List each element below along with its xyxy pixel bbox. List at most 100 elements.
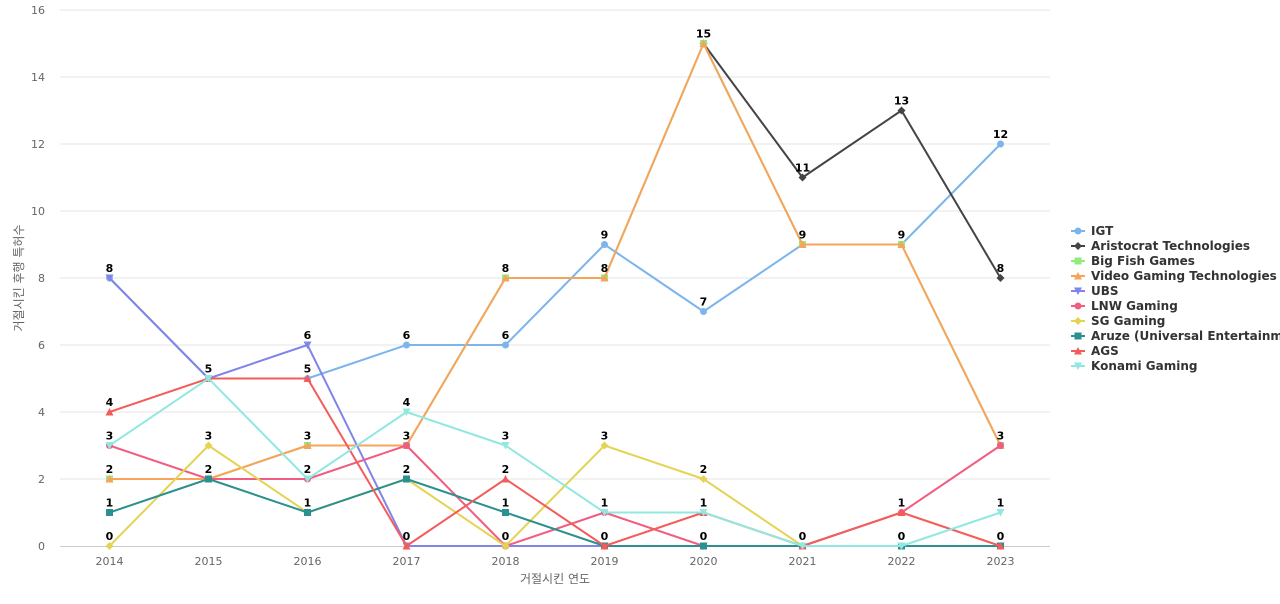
data-point[interactable] <box>204 375 213 383</box>
x-tick-label: 2016 <box>294 555 322 568</box>
legend-item[interactable]: AGS <box>1071 344 1119 358</box>
series-line[interactable] <box>108 377 1001 547</box>
data-point[interactable] <box>798 240 807 249</box>
data-point[interactable] <box>303 341 312 350</box>
data-point[interactable] <box>600 509 609 517</box>
data-point[interactable] <box>501 475 510 483</box>
data-point[interactable] <box>303 374 312 383</box>
legend-item[interactable]: Aruze (Universal Entertainm... <box>1071 329 1280 343</box>
x-tick-label: 2023 <box>987 555 1015 568</box>
data-point[interactable] <box>600 274 609 282</box>
data-point[interactable] <box>600 441 609 450</box>
data-point[interactable] <box>105 542 114 550</box>
data-point[interactable] <box>303 441 312 450</box>
data-point[interactable] <box>601 241 608 248</box>
data-point[interactable] <box>798 173 807 182</box>
series-line[interactable] <box>108 444 1001 547</box>
data-point[interactable] <box>303 475 312 484</box>
legend-item[interactable]: Konami Gaming <box>1071 359 1197 373</box>
series-line[interactable] <box>108 143 1002 380</box>
data-point[interactable] <box>997 140 1004 148</box>
data-label: 3 <box>997 430 1005 443</box>
data-point[interactable] <box>105 442 114 450</box>
data-label: 3 <box>403 430 411 443</box>
data-point[interactable] <box>403 475 410 483</box>
data-point[interactable] <box>699 509 708 517</box>
data-point[interactable] <box>699 39 708 48</box>
data-point[interactable] <box>700 308 707 315</box>
data-point[interactable] <box>204 441 213 450</box>
y-tick-label: 2 <box>38 473 45 486</box>
data-point[interactable] <box>798 542 807 551</box>
data-point[interactable] <box>402 542 411 550</box>
series-line[interactable] <box>702 42 1002 279</box>
data-point[interactable] <box>997 442 1004 449</box>
y-tick-label: 8 <box>38 272 45 285</box>
legend-marker-symbol <box>1074 257 1082 265</box>
data-label-layer: 8432105326532164320863210983101572101190… <box>106 28 1008 544</box>
series-sg-gaming <box>105 441 1005 550</box>
data-point[interactable] <box>897 240 906 249</box>
legend-marker-symbol <box>1074 362 1082 370</box>
data-point[interactable] <box>501 442 510 450</box>
data-point[interactable] <box>996 542 1005 550</box>
legend-label: Big Fish Games <box>1091 254 1195 268</box>
data-point[interactable] <box>501 274 510 282</box>
series-line[interactable] <box>109 377 1001 547</box>
data-label: 1 <box>304 497 312 510</box>
data-point[interactable] <box>304 509 311 516</box>
data-point[interactable] <box>897 542 906 551</box>
series-igt <box>106 140 1004 382</box>
y-tick-label: 16 <box>31 4 45 17</box>
data-point[interactable] <box>205 475 212 483</box>
data-label: 1 <box>502 497 510 510</box>
series-video-gaming-technologies <box>105 39 1005 483</box>
data-point[interactable] <box>105 408 114 416</box>
data-label: 4 <box>403 396 411 409</box>
legend-label: SG Gaming <box>1091 314 1165 328</box>
legend-item[interactable]: IGT <box>1071 224 1114 238</box>
data-point[interactable] <box>105 475 114 483</box>
data-point[interactable] <box>105 274 114 283</box>
data-label: 7 <box>700 296 708 309</box>
data-label: 2 <box>106 463 114 476</box>
data-point[interactable] <box>501 542 510 550</box>
data-label: 1 <box>700 497 708 510</box>
x-tick-label: 2020 <box>690 555 718 568</box>
data-label: 15 <box>696 28 711 41</box>
data-point[interactable] <box>106 509 113 516</box>
data-point[interactable] <box>699 475 708 483</box>
data-point[interactable] <box>996 509 1005 517</box>
data-label: 2 <box>502 463 510 476</box>
data-label: 4 <box>106 396 114 409</box>
legend-item[interactable]: Video Gaming Technologies <box>1071 269 1277 283</box>
legend-marker-symbol <box>1074 272 1082 280</box>
legend-item[interactable]: Big Fish Games <box>1071 254 1195 268</box>
data-point[interactable] <box>897 508 906 517</box>
data-point[interactable] <box>600 542 609 550</box>
legend-item[interactable]: LNW Gaming <box>1071 299 1178 313</box>
legend-item[interactable]: UBS <box>1071 284 1119 298</box>
data-label: 9 <box>799 229 807 242</box>
legend-item[interactable]: SG Gaming <box>1071 314 1165 328</box>
data-label: 5 <box>304 363 312 376</box>
data-point[interactable] <box>502 509 509 516</box>
data-label: 1 <box>898 497 906 510</box>
data-point[interactable] <box>996 274 1005 282</box>
data-label: 3 <box>601 430 609 443</box>
data-point[interactable] <box>403 442 410 449</box>
data-point[interactable] <box>502 341 509 349</box>
legend-marker-symbol <box>1074 287 1082 295</box>
data-point[interactable] <box>700 542 707 550</box>
data-label: 2 <box>700 463 708 476</box>
data-point[interactable] <box>403 341 410 349</box>
data-point[interactable] <box>897 106 906 115</box>
y-tick-label: 0 <box>38 540 45 553</box>
data-point[interactable] <box>402 408 411 417</box>
legend-item[interactable]: Aristocrat Technologies <box>1071 239 1250 253</box>
x-tick-label: 2015 <box>195 555 223 568</box>
series-line[interactable] <box>109 42 1002 480</box>
